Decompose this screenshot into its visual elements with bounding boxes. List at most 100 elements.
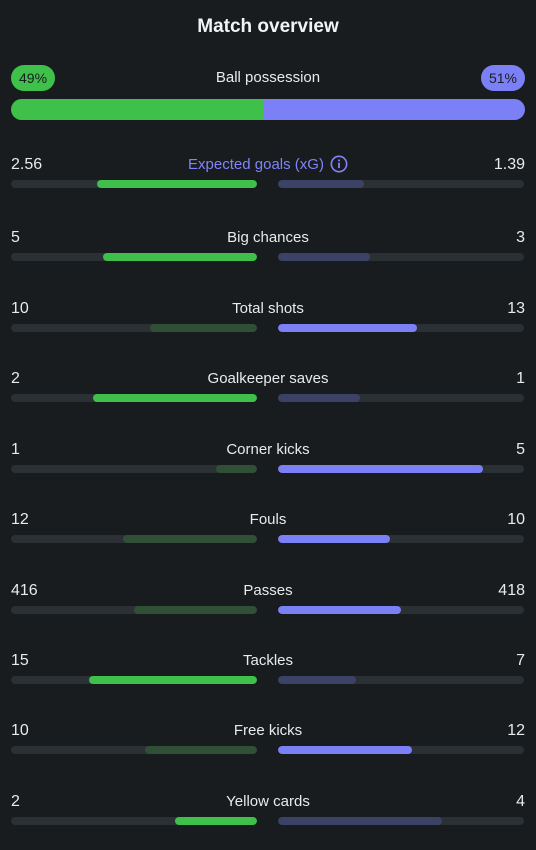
stat-label[interactable]: Expected goals (xG) [11,155,525,175]
stat-label-text: Goalkeeper saves [207,370,329,387]
away-stat-track [278,746,524,754]
away-stat-fill [278,817,443,825]
stat-label: Tackles [11,651,525,671]
home-stat-value: 2 [11,793,20,810]
away-stat-fill [278,676,357,684]
home-stat-fill [150,324,257,332]
home-stat-value: 416 [11,582,38,599]
away-stat-track [278,253,524,261]
home-stat-fill [175,817,257,825]
home-stat-track [11,394,257,402]
home-stat-value: 10 [11,722,29,739]
home-stat-track [11,324,257,332]
home-stat-track [11,676,257,684]
stat-label: Total shots [11,299,525,319]
away-stat-fill [278,606,402,614]
away-stat-value: 7 [516,652,525,669]
away-stat-track [278,180,524,188]
stat-row: 2 Yellow cards 4 [11,792,525,832]
away-stat-fill [278,465,483,473]
stat-row: 5 Big chances 3 [11,228,525,268]
stat-label: Free kicks [11,721,525,741]
home-stat-value: 1 [11,441,20,458]
away-stat-value: 4 [516,793,525,810]
possession-row: 49% Ball possession 51% [11,65,525,91]
home-stat-track [11,465,257,473]
home-stat-track [11,253,257,261]
away-stat-value: 3 [516,229,525,246]
home-stat-track [11,817,257,825]
stat-label-text: Fouls [249,511,287,528]
away-stat-track [278,324,524,332]
stat-label: Big chances [11,228,525,248]
home-stat-fill [122,535,257,543]
info-icon[interactable] [330,155,348,173]
section-title: Match overview [197,16,339,37]
home-stat-fill [215,465,257,473]
away-stat-value: 5 [516,441,525,458]
stat-label-text: Yellow cards [226,793,310,810]
possession-bar-home [11,99,263,120]
stat-label: Fouls [11,510,525,530]
home-stat-value: 2 [11,370,20,387]
home-stat-track [11,746,257,754]
away-stat-value: 418 [498,582,525,599]
home-stat-fill [89,676,257,684]
stat-row: 12 Fouls 10 [11,510,525,550]
stat-label-text: Big chances [227,229,309,246]
stat-label: Yellow cards [11,792,525,812]
stat-label-text: Passes [243,582,293,599]
stat-label-text: Corner kicks [226,441,310,458]
home-possession-badge: 49% [11,65,56,91]
home-stat-track [11,180,257,188]
stat-row: 2.56 Expected goals (xG) 1.39 [11,155,525,195]
away-stat-value: 1.39 [493,156,525,173]
home-stat-fill [134,606,257,614]
away-stat-track [278,676,524,684]
away-stat-fill [278,394,360,402]
away-stat-track [278,394,524,402]
stat-label: Passes [11,581,525,601]
away-stat-fill [278,746,413,754]
away-stat-fill [278,324,417,332]
stat-row: 2 Goalkeeper saves 1 [11,369,525,409]
stat-label: Goalkeeper saves [11,369,525,389]
away-stat-track [278,817,524,825]
home-stat-value: 15 [11,652,29,669]
home-stat-value: 10 [11,300,29,317]
home-stat-value: 5 [11,229,20,246]
away-stat-value: 10 [507,511,525,528]
home-stat-value: 12 [11,511,29,528]
away-stat-fill [278,180,365,188]
home-stat-fill [103,253,257,261]
possession-bar [11,99,525,120]
away-stat-value: 1 [516,370,525,387]
stat-label-text: Total shots [232,300,304,317]
possession-bar-away [262,99,525,120]
home-stat-fill [97,180,257,188]
stat-label-text: Free kicks [233,722,303,739]
away-stat-track [278,606,524,614]
stat-row: 1 Corner kicks 5 [11,440,525,480]
home-stat-fill [145,746,257,754]
away-stat-fill [278,253,371,261]
away-stat-fill [278,535,390,543]
home-stat-value: 2.56 [11,156,43,173]
stat-label: Corner kicks [11,440,525,460]
stat-row: 10 Free kicks 12 [11,721,525,761]
stat-label-text: Expected goals (xG) [188,156,324,173]
home-stat-track [11,606,257,614]
stat-row: 416 Passes 418 [11,581,525,621]
stat-label-text: Tackles [242,652,294,669]
away-stat-track [278,465,524,473]
away-stat-value: 12 [507,722,525,739]
stat-row: 10 Total shots 13 [11,299,525,339]
possession-label: Ball possession [215,69,321,86]
stat-row: 15 Tackles 7 [11,651,525,691]
home-stat-track [11,535,257,543]
away-stat-value: 13 [507,300,525,317]
away-possession-badge: 51% [480,65,525,91]
home-stat-fill [92,394,257,402]
away-stat-track [278,535,524,543]
